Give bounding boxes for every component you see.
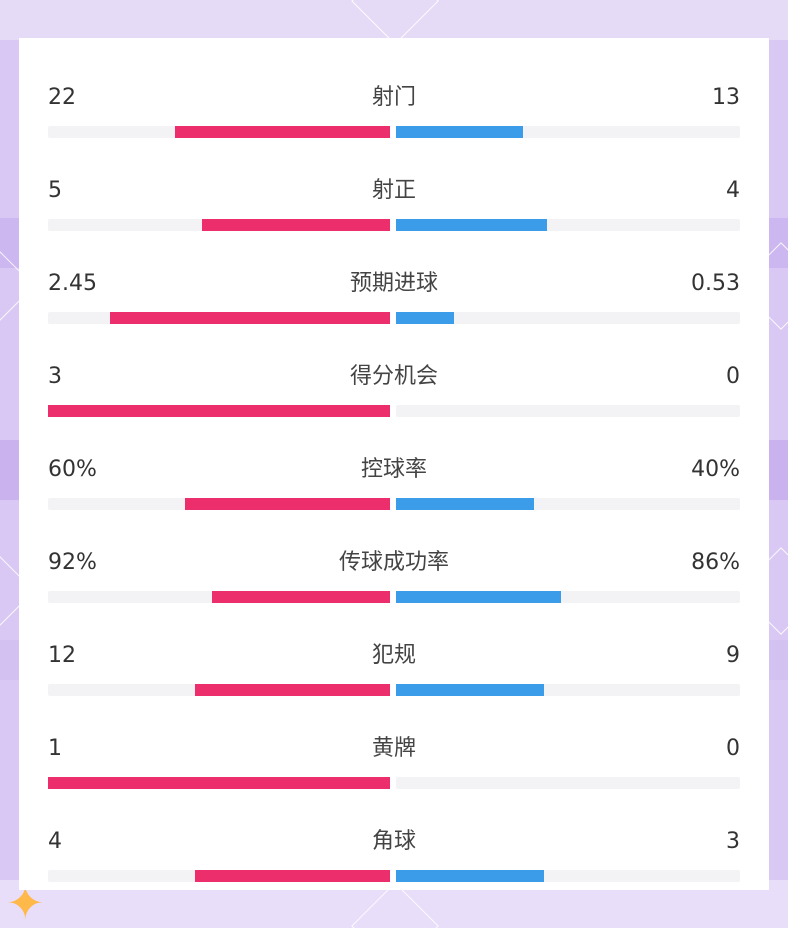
home-bar-track <box>48 498 390 510</box>
home-bar <box>48 405 390 417</box>
home-bar-track <box>48 219 390 231</box>
stat-label: 控球率 <box>360 457 427 482</box>
home-value: 1 <box>48 736 62 761</box>
away-bar-track <box>396 591 740 603</box>
home-bar-track <box>48 312 390 324</box>
stat-row-fouls: 12 犯规 9 <box>19 596 769 696</box>
away-bar <box>396 312 455 324</box>
match-stats-card: 22 射门 13 5 射正 4 2.45 预期进球 0.53 3 得分机会 0 … <box>19 38 769 890</box>
home-value: 2.45 <box>48 271 97 296</box>
stat-row-pass-accuracy: 92% 传球成功率 86% <box>19 503 769 603</box>
home-bar-track <box>48 777 390 789</box>
away-bar-track <box>396 126 740 138</box>
home-value: 3 <box>48 364 62 389</box>
home-value: 5 <box>48 178 62 203</box>
stat-row-expected-goals: 2.45 预期进球 0.53 <box>19 224 769 324</box>
home-value: 4 <box>48 829 62 854</box>
home-value: 12 <box>48 643 76 668</box>
away-bar-track <box>396 777 740 789</box>
away-value: 3 <box>726 829 740 854</box>
home-bar-track <box>48 126 390 138</box>
stat-label: 黄牌 <box>371 736 416 761</box>
stat-row-shots-on-target: 5 射正 4 <box>19 131 769 231</box>
stat-row-big-chances: 3 得分机会 0 <box>19 317 769 417</box>
stat-label: 射正 <box>371 178 416 203</box>
home-value: 92% <box>48 550 97 575</box>
away-bar <box>396 870 544 882</box>
stat-row-yellow-cards: 1 黄牌 0 <box>19 689 769 789</box>
away-bar-track <box>396 312 740 324</box>
stat-label: 传球成功率 <box>338 550 449 575</box>
stat-label: 犯规 <box>371 643 416 668</box>
away-value: 86% <box>691 550 740 575</box>
stat-row-possession: 60% 控球率 40% <box>19 410 769 510</box>
away-bar-track <box>396 870 740 882</box>
away-value: 0 <box>726 364 740 389</box>
away-bar <box>396 219 548 231</box>
away-value: 4 <box>726 178 740 203</box>
away-bar-track <box>396 684 740 696</box>
home-bar <box>109 312 390 324</box>
stat-row-corners: 4 角球 3 <box>19 782 769 882</box>
away-bar <box>396 591 562 603</box>
home-bar <box>195 684 390 696</box>
away-bar <box>396 498 534 510</box>
home-bar-track <box>48 870 390 882</box>
stat-label: 射门 <box>371 85 416 110</box>
away-bar-track <box>396 498 740 510</box>
home-value: 22 <box>48 85 76 110</box>
away-bar <box>396 684 544 696</box>
away-bar-track <box>396 219 740 231</box>
home-bar <box>201 219 390 231</box>
stat-label: 得分机会 <box>349 364 438 389</box>
away-value: 0 <box>726 736 740 761</box>
home-value: 60% <box>48 457 97 482</box>
away-bar <box>396 126 524 138</box>
away-bar-track <box>396 405 740 417</box>
home-bar <box>195 870 390 882</box>
away-value: 9 <box>726 643 740 668</box>
home-bar <box>212 591 390 603</box>
home-bar <box>48 777 390 789</box>
home-bar <box>174 126 390 138</box>
away-value: 13 <box>712 85 740 110</box>
stat-label: 预期进球 <box>349 271 438 296</box>
home-bar-track <box>48 684 390 696</box>
home-bar <box>184 498 390 510</box>
stat-label: 角球 <box>371 829 416 854</box>
away-value: 0.53 <box>691 271 740 296</box>
home-bar-track <box>48 591 390 603</box>
away-value: 40% <box>691 457 740 482</box>
home-bar-track <box>48 405 390 417</box>
stat-row-shots: 22 射门 13 <box>19 38 769 138</box>
